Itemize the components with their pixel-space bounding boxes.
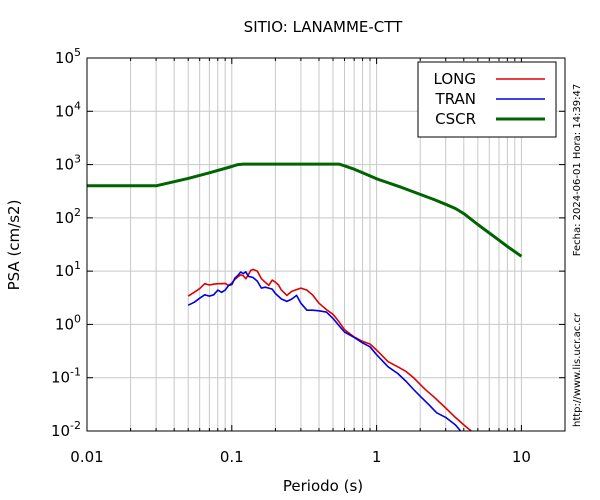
x-tick-label: 0.01 (70, 448, 103, 466)
y-tick-label: 10-2 (51, 419, 81, 440)
chart-title: SITIO: LANAMME-CTT (244, 18, 403, 36)
y-tick-label: 101 (55, 259, 81, 280)
y-tick-label: 104 (55, 99, 81, 120)
series-line-long (187, 268, 472, 432)
y-tick-label: 102 (55, 206, 81, 227)
legend-label-tran: TRAN (435, 90, 476, 108)
legend-label-long: LONG (434, 70, 476, 88)
legend: LONG TRAN CSCR (417, 61, 557, 138)
y-tick-labels: 10-2 10-1 100 101 102 103 104 105 (51, 46, 81, 440)
series-lines (87, 162, 523, 432)
plot-frame (86, 57, 566, 432)
series-line-cscr (87, 162, 523, 258)
y-tick-label: 10-1 (51, 366, 81, 387)
x-tick-label: 10 (512, 448, 531, 466)
date-time-note: Fecha: 2024-06-01 Hora: 14:39:47 (572, 84, 583, 257)
y-tick-label: 100 (55, 312, 81, 333)
source-url-note: http://www.lis.ucr.ac.cr (572, 312, 583, 427)
legend-label-cscr: CSCR (435, 110, 476, 128)
y-tick-label: 103 (55, 153, 81, 174)
y-axis-label: PSA (cm/s2) (5, 200, 23, 291)
y-tick-label: 105 (55, 46, 81, 67)
x-tick-label: 0.1 (220, 448, 244, 466)
series-line-tran (187, 270, 462, 432)
x-axis-label: Periodo (s) (283, 477, 363, 495)
x-tick-labels: 0.01 0.1 1 10 (70, 448, 531, 466)
grid-lines (86, 57, 566, 432)
x-tick-label: 1 (372, 448, 382, 466)
